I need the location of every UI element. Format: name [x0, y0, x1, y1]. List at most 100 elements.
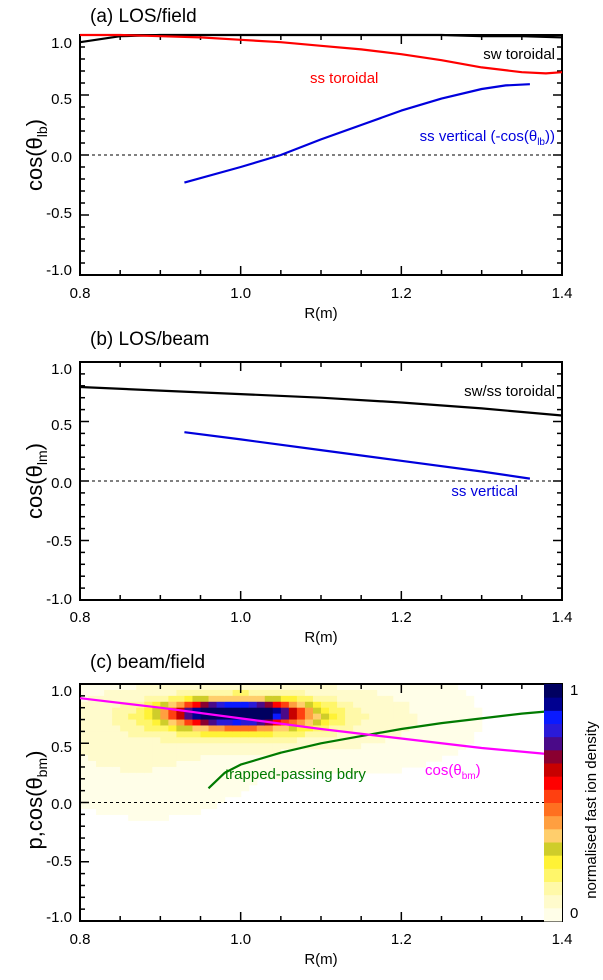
- density-cell: [345, 713, 354, 721]
- density-cell: [224, 695, 234, 703]
- density-cell: [417, 695, 427, 703]
- density-cell: [96, 743, 105, 750]
- density-cell: [232, 772, 242, 780]
- density-cell: [152, 743, 161, 750]
- density-cell: [248, 772, 258, 780]
- density-cell: [385, 743, 394, 750]
- density-cell: [128, 743, 137, 750]
- density-cell: [296, 731, 306, 738]
- density-cell: [345, 737, 354, 744]
- density-cell: [136, 761, 145, 768]
- density-cell: [304, 731, 314, 738]
- panel-b-xtick-4: 1.4: [552, 609, 573, 626]
- density-cell: [409, 713, 418, 721]
- density-cell: [208, 737, 218, 744]
- density-cell: [80, 796, 89, 804]
- density-cell: [264, 725, 274, 732]
- density-cell: [112, 725, 121, 732]
- density-cell: [256, 695, 266, 703]
- density-cell: [417, 761, 427, 768]
- density-cell: [152, 707, 161, 715]
- density-cell: [120, 689, 129, 697]
- colorbar-label: normalised fast ion density: [583, 721, 600, 899]
- density-cell: [136, 790, 145, 798]
- density-cell: [160, 684, 169, 691]
- density-cell: [200, 689, 210, 697]
- density-cell: [296, 713, 306, 721]
- density-cell: [288, 684, 298, 691]
- density-cell: [449, 701, 459, 709]
- density-cell: [304, 737, 314, 744]
- density-cell: [304, 761, 314, 768]
- density-cell: [240, 778, 250, 786]
- density-cell: [224, 761, 234, 768]
- density-cell: [361, 766, 370, 774]
- density-cell: [120, 713, 129, 721]
- density-cell: [128, 713, 137, 721]
- density-cell: [296, 707, 306, 715]
- density-cell: [457, 731, 467, 738]
- panel-a-ytick-3: 0.0: [51, 149, 72, 166]
- panel-a-label-ss-vertical: ss vertical (-cos(θlb)): [420, 128, 555, 148]
- density-cell: [216, 784, 226, 792]
- density-cell: [216, 743, 226, 750]
- density-cell: [184, 802, 194, 810]
- density-cell: [288, 737, 298, 744]
- density-cell: [120, 755, 129, 762]
- density-cell: [465, 707, 475, 715]
- density-cell: [168, 755, 177, 762]
- density-cell: [272, 731, 282, 738]
- panel-c-series-1: [79, 697, 547, 755]
- density-cell: [232, 737, 242, 744]
- density-cell: [433, 713, 443, 721]
- density-cell: [88, 796, 97, 804]
- colorbar: [544, 684, 562, 922]
- density-cell: [280, 766, 290, 774]
- density-cell: [272, 701, 282, 709]
- density-cell: [136, 713, 145, 721]
- density-cell: [112, 796, 121, 804]
- density-cell: [224, 725, 234, 732]
- density-cell: [80, 749, 89, 756]
- density-cell: [272, 743, 282, 750]
- density-cell: [104, 719, 113, 727]
- density-cell: [449, 731, 459, 738]
- density-cell: [417, 731, 427, 738]
- density-cell: [184, 719, 194, 727]
- density-cell: [409, 725, 418, 732]
- density-cell: [200, 772, 210, 780]
- density-cell: [377, 766, 386, 774]
- density-cell: [385, 749, 394, 756]
- density-cell: [353, 731, 362, 738]
- density-cell: [465, 725, 475, 732]
- density-cell: [88, 755, 97, 762]
- density-cell: [176, 701, 186, 709]
- density-cell: [128, 684, 137, 691]
- density-cell: [457, 713, 467, 721]
- density-cell: [296, 719, 306, 727]
- density-cell: [224, 689, 234, 697]
- density-cell: [80, 784, 89, 792]
- density-cell: [345, 684, 354, 691]
- density-cell: [369, 695, 378, 703]
- density-cell: [248, 725, 258, 732]
- density-cell: [216, 725, 226, 732]
- density-cell: [409, 684, 418, 691]
- density-cell: [449, 707, 459, 715]
- density-cell: [248, 695, 258, 703]
- density-cell: [216, 731, 226, 738]
- density-cell: [88, 761, 97, 768]
- density-cell: [168, 695, 177, 703]
- density-cell: [288, 719, 298, 727]
- density-cell: [248, 755, 258, 762]
- density-cell: [369, 749, 378, 756]
- density-cell: [296, 761, 306, 768]
- density-cell: [120, 695, 129, 703]
- density-cell: [208, 802, 218, 810]
- density-cell: [88, 778, 97, 786]
- density-cell: [417, 689, 427, 697]
- colorbar-swatch: [544, 881, 562, 896]
- panel-a-series-1: [80, 33, 563, 75]
- density-cell: [369, 707, 378, 715]
- density-cell: [192, 701, 202, 709]
